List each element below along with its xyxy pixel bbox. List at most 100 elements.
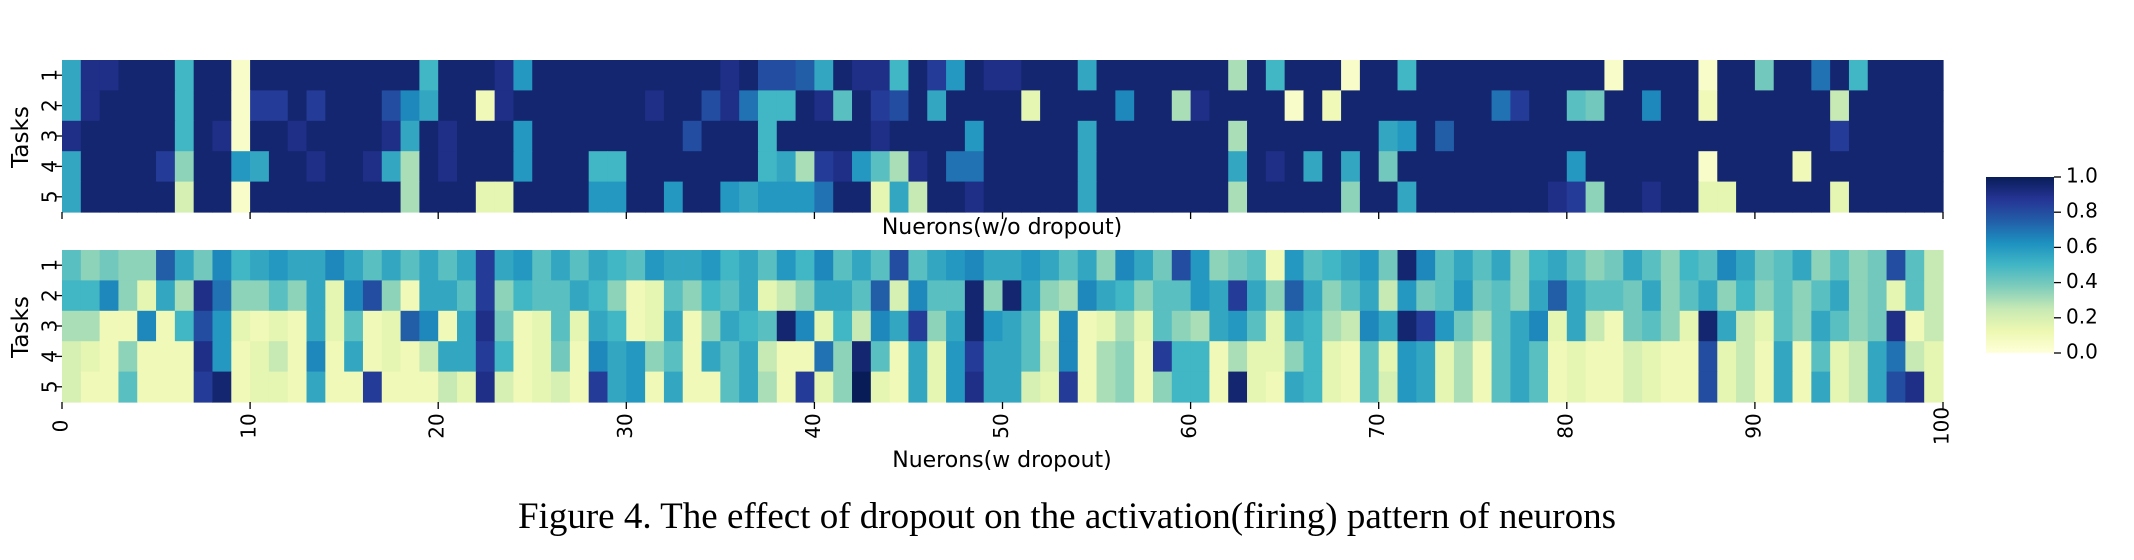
heatmap-cell bbox=[1152, 60, 1173, 91]
heatmap-cell bbox=[1867, 280, 1888, 312]
heatmap-cell bbox=[99, 90, 120, 122]
heatmap-cell bbox=[1491, 341, 1511, 373]
heatmap-cell bbox=[889, 250, 910, 281]
heatmap-cell bbox=[362, 310, 383, 342]
heatmap-cell bbox=[682, 90, 703, 122]
heatmap-cell bbox=[1679, 181, 1700, 213]
heatmap-cell bbox=[1811, 181, 1831, 213]
heatmap-cell bbox=[513, 280, 533, 312]
heatmap-cell bbox=[1397, 60, 1417, 91]
heatmap-cell bbox=[1435, 60, 1455, 91]
heatmap-cell bbox=[1547, 60, 1568, 91]
heatmap-cell bbox=[1529, 60, 1549, 91]
heatmap-cell bbox=[513, 120, 533, 152]
heatmap-cell bbox=[1209, 90, 1229, 122]
heatmap-cell bbox=[174, 60, 195, 91]
colorbar-tick-label: 0.8 bbox=[2066, 199, 2098, 223]
heatmap-cell bbox=[1058, 120, 1079, 152]
heatmap-cell bbox=[1152, 181, 1173, 213]
heatmap-cell bbox=[1566, 250, 1587, 281]
heatmap-cell bbox=[268, 250, 289, 281]
heatmap-cell bbox=[400, 60, 420, 91]
heatmap-cell bbox=[400, 181, 420, 213]
heatmap-cell bbox=[1209, 250, 1229, 281]
heatmap-cell bbox=[776, 151, 797, 183]
heatmap-cell bbox=[306, 120, 326, 152]
heatmap-cell bbox=[1021, 310, 1041, 342]
heatmap-cell bbox=[983, 341, 1004, 373]
heatmap-cell bbox=[1397, 151, 1417, 183]
heatmap-cell bbox=[1717, 310, 1737, 342]
heatmap-cell bbox=[1717, 371, 1737, 403]
heatmap-cell bbox=[833, 280, 853, 312]
heatmap-cell bbox=[532, 341, 552, 373]
heatmap-cell bbox=[569, 341, 590, 373]
heatmap-cell bbox=[1736, 371, 1756, 403]
heatmap-cell bbox=[739, 151, 759, 183]
heatmap-cell bbox=[1190, 60, 1211, 91]
heatmap-cell bbox=[475, 341, 496, 373]
heatmap-cell bbox=[1341, 181, 1361, 213]
heatmap-cell bbox=[1265, 90, 1286, 122]
heatmap-cell bbox=[400, 341, 420, 373]
heatmap-cell bbox=[1265, 280, 1286, 312]
heatmap-cell bbox=[1190, 280, 1211, 312]
heatmap-cell bbox=[475, 60, 496, 91]
heatmap-cell bbox=[927, 250, 947, 281]
heatmap-cell bbox=[1002, 250, 1022, 281]
heatmap-cell bbox=[1585, 120, 1606, 152]
heatmap-cell bbox=[1077, 120, 1098, 152]
heatmap-cell bbox=[1642, 90, 1662, 122]
heatmap-cell bbox=[551, 280, 571, 312]
heatmap-cell bbox=[1397, 120, 1417, 152]
heatmap-cell bbox=[776, 181, 797, 213]
heatmap-without-dropout-xlabel: Nuerons(w/o dropout) bbox=[882, 215, 1122, 240]
heatmap-cell bbox=[438, 371, 458, 403]
y-tick-label: 5 bbox=[38, 190, 62, 203]
heatmap-cell bbox=[1848, 250, 1869, 281]
heatmap-cell bbox=[1021, 280, 1041, 312]
x-tick-label: 20 bbox=[425, 413, 449, 438]
heatmap-cell bbox=[475, 90, 496, 122]
heatmap-cell bbox=[776, 310, 797, 342]
heatmap-cell bbox=[1660, 280, 1681, 312]
heatmap-cell bbox=[1623, 90, 1643, 122]
heatmap-cell bbox=[1435, 371, 1455, 403]
heatmap-cell bbox=[1717, 151, 1737, 183]
heatmap-cell bbox=[62, 310, 82, 342]
heatmap-cell bbox=[645, 120, 665, 152]
heatmap-cell bbox=[62, 250, 82, 281]
heatmap-cell bbox=[1378, 310, 1399, 342]
heatmap-cell bbox=[1077, 60, 1098, 91]
heatmap-cell bbox=[1040, 371, 1060, 403]
heatmap-cell bbox=[908, 181, 928, 213]
heatmap-cell bbox=[1547, 151, 1568, 183]
heatmap-cell bbox=[438, 250, 458, 281]
heatmap-cell bbox=[438, 181, 458, 213]
heatmap-cell bbox=[1660, 151, 1681, 183]
heatmap-cell bbox=[1848, 181, 1869, 213]
heatmap-cell bbox=[551, 310, 571, 342]
heatmap-cell bbox=[927, 310, 947, 342]
heatmap-cell bbox=[1209, 371, 1229, 403]
heatmap-cell bbox=[1754, 120, 1775, 152]
heatmap-cell bbox=[757, 181, 778, 213]
heatmap-cell bbox=[156, 341, 176, 373]
heatmap-cell bbox=[663, 371, 684, 403]
heatmap-cell bbox=[551, 90, 571, 122]
heatmap-cell bbox=[1453, 341, 1474, 373]
heatmap-cell bbox=[1736, 310, 1756, 342]
heatmap-cell bbox=[776, 60, 797, 91]
heatmap-cell bbox=[569, 90, 590, 122]
heatmap-cell bbox=[1058, 341, 1079, 373]
heatmap-cell bbox=[964, 280, 985, 312]
heatmap-cell bbox=[1247, 280, 1267, 312]
heatmap-cell bbox=[1547, 90, 1568, 122]
heatmap-cell bbox=[739, 60, 759, 91]
heatmap-cell bbox=[739, 90, 759, 122]
heatmap-cell bbox=[1905, 151, 1925, 183]
heatmap-cell bbox=[231, 151, 251, 183]
heatmap-cell bbox=[1453, 250, 1474, 281]
heatmap-cell bbox=[889, 90, 910, 122]
heatmap-cell bbox=[1115, 60, 1135, 91]
